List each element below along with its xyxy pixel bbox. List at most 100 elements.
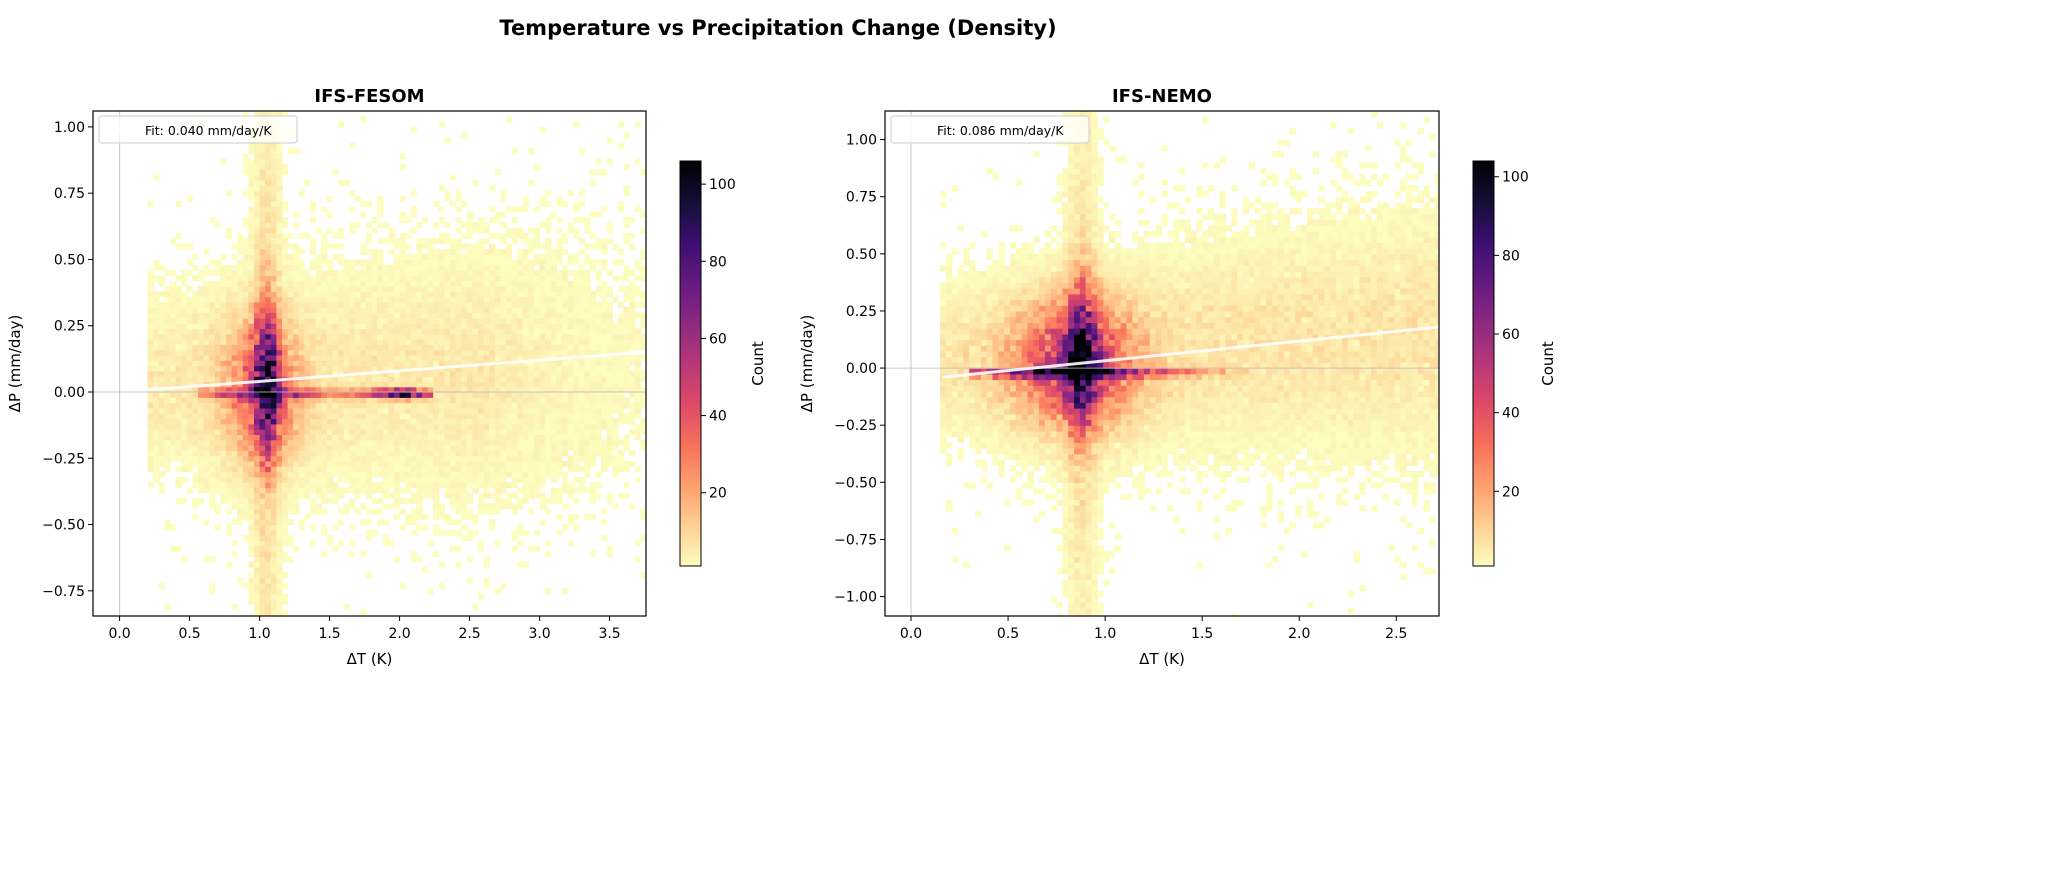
- density-bin: [304, 423, 311, 430]
- density-bin: [940, 333, 947, 341]
- density-bin: [198, 439, 205, 446]
- density-bin: [220, 323, 227, 329]
- density-bin: [455, 243, 462, 250]
- density-bin: [422, 344, 429, 351]
- density-bin: [951, 339, 959, 346]
- density-bin: [270, 195, 277, 202]
- density-bin: [254, 386, 261, 393]
- density-bin: [522, 445, 529, 451]
- density-bin: [203, 434, 210, 441]
- density-bin: [248, 148, 255, 154]
- density-bin: [567, 323, 574, 329]
- density-bin: [975, 425, 982, 432]
- density-bin: [584, 370, 591, 377]
- density-bin: [259, 270, 266, 276]
- density-bin: [472, 402, 479, 409]
- density-bin: [606, 418, 613, 425]
- density-bin: [254, 354, 261, 361]
- density-bin: [259, 471, 266, 478]
- density-bin: [455, 301, 462, 308]
- density-bin: [259, 344, 266, 351]
- density-bin: [573, 466, 580, 473]
- density-bin: [517, 296, 524, 303]
- density-bin: [405, 466, 412, 473]
- density-bin: [209, 445, 216, 451]
- density-bin: [366, 572, 373, 579]
- density-bin: [595, 407, 602, 414]
- density-bin: [399, 349, 406, 356]
- density-bin: [304, 445, 311, 451]
- density-bin: [511, 354, 518, 361]
- density-bin: [410, 529, 417, 536]
- density-bin: [461, 328, 468, 335]
- density-bin: [158, 370, 165, 377]
- density-bin: [595, 386, 602, 393]
- density-bin: [528, 317, 535, 324]
- density-bin: [321, 301, 328, 308]
- density-bin: [489, 333, 496, 340]
- density-bin: [394, 254, 401, 260]
- density-bin: [528, 455, 535, 462]
- density-bin: [192, 301, 199, 308]
- density-bin: [321, 551, 328, 557]
- density-bin: [940, 345, 947, 352]
- density-bin: [601, 238, 608, 245]
- density-bin: [248, 498, 255, 504]
- density-bin: [326, 376, 333, 382]
- density-bin: [192, 418, 199, 425]
- density-bin: [198, 291, 205, 298]
- density-bin: [578, 307, 585, 314]
- density-bin: [405, 254, 412, 260]
- density-bin: [433, 460, 440, 467]
- density-bin: [618, 455, 625, 462]
- density-bin: [147, 286, 154, 292]
- density-bin: [433, 259, 440, 266]
- density-bin: [556, 450, 563, 457]
- density-bin: [612, 397, 619, 404]
- density-bin: [315, 296, 322, 303]
- density-bin: [170, 455, 177, 462]
- density-bin: [517, 333, 524, 340]
- density-bin: [282, 445, 289, 451]
- density-bin: [517, 418, 524, 425]
- density-bin: [226, 413, 233, 420]
- density-bin: [170, 402, 177, 409]
- density-bin: [629, 450, 636, 457]
- density-bin: [517, 206, 524, 213]
- density-bin: [164, 328, 171, 335]
- density-bin: [522, 328, 529, 335]
- density-bin: [517, 349, 524, 356]
- density-bin: [951, 402, 959, 409]
- density-bin: [969, 265, 976, 272]
- density-bin: [455, 386, 462, 393]
- density-bin: [192, 344, 199, 351]
- density-bin: [539, 370, 546, 377]
- density-bin: [416, 397, 423, 404]
- density-bin: [147, 407, 154, 414]
- density-bin: [338, 243, 345, 250]
- density-bin: [214, 307, 221, 314]
- density-bin: [483, 370, 490, 377]
- density-bin: [242, 153, 249, 160]
- density-bin: [254, 503, 261, 510]
- density-bin: [265, 513, 272, 520]
- density-bin: [500, 264, 507, 271]
- density-bin: [511, 259, 518, 266]
- density-bin: [276, 614, 283, 616]
- density-bin: [315, 307, 322, 314]
- density-bin: [951, 305, 959, 312]
- density-bin: [304, 360, 311, 367]
- density-bin: [472, 466, 479, 473]
- density-bin: [170, 381, 177, 388]
- density-bin: [584, 429, 591, 435]
- density-bin: [287, 498, 294, 504]
- density-bin: [326, 381, 333, 388]
- density-bin: [567, 227, 574, 234]
- density-bin: [371, 450, 378, 457]
- density-bin: [478, 333, 485, 340]
- density-bin: [147, 317, 154, 324]
- density-bin: [438, 286, 445, 292]
- density-bin: [332, 429, 339, 435]
- density-bin: [438, 434, 445, 441]
- density-bin: [433, 487, 440, 494]
